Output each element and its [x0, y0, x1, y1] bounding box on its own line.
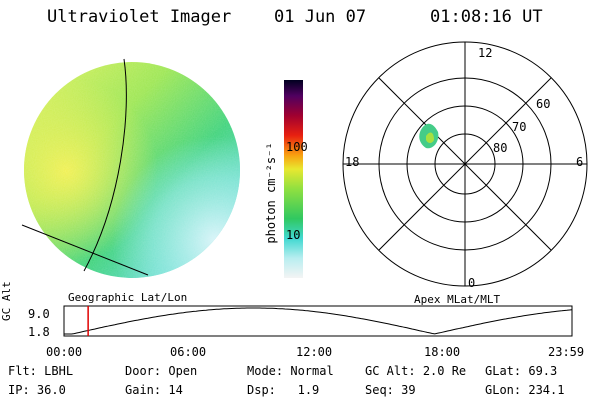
mlt-label-18: 18 [345, 155, 360, 169]
globe-image [21, 58, 240, 278]
altitude-ytick-1-8: 1.8 [28, 325, 50, 339]
mlt-label-0: 0 [468, 276, 476, 290]
status-gc-alt: GC Alt: 2.0 Re [365, 364, 467, 378]
altitude-curve [64, 307, 573, 335]
altitude-ylabel: GC Alt [0, 281, 13, 321]
mlt-label-6: 6 [576, 155, 584, 169]
status-mode: Mode: Normal [247, 364, 334, 378]
colorbar-tick-100: 100 [286, 140, 308, 154]
observation-date: 01 Jun 07 [274, 7, 367, 27]
observation-time: 01:08:16 UT [430, 7, 543, 27]
mlat-label-80: 80 [493, 141, 508, 155]
altitude-xtick-1200: 12:00 [296, 345, 333, 359]
status-glat: GLat: 69.3 [485, 364, 558, 378]
color-bar [284, 80, 303, 278]
altitude-plot [63, 305, 573, 337]
altitude-xtick-0600: 06:00 [170, 345, 207, 359]
altitude-xtick-0000: 00:00 [46, 345, 83, 359]
status-door: Door: Open [125, 364, 198, 378]
parallel-line [21, 224, 149, 276]
meridian-line [83, 58, 127, 272]
globe-caption: Geographic Lat/Lon [68, 291, 188, 304]
instrument-title: Ultraviolet Imager [47, 7, 232, 27]
status-gain: Gain: 14 [125, 383, 183, 397]
status-flt: Flt: LBHL [8, 364, 74, 378]
polar-caption: Apex MLat/MLT [414, 293, 501, 306]
mlt-label-12: 12 [478, 46, 493, 60]
polar-plot [342, 41, 588, 287]
status-seq: Seq: 39 [365, 383, 416, 397]
mlat-label-60: 60 [536, 97, 551, 111]
status-ip: IP: 36.0 [8, 383, 66, 397]
colorbar-tick-10: 10 [286, 228, 301, 242]
altitude-ytick-9: 9.0 [28, 307, 50, 321]
altitude-xtick-1800: 18:00 [424, 345, 461, 359]
status-glon: GLon: 234.1 [485, 383, 565, 397]
status-dsp: Dsp: 1.9 [247, 383, 320, 397]
colorbar-unit-label: photon cm⁻²s⁻¹ [264, 142, 278, 244]
altitude-xtick-2359: 23:59 [548, 345, 585, 359]
mlat-label-70: 70 [512, 120, 527, 134]
